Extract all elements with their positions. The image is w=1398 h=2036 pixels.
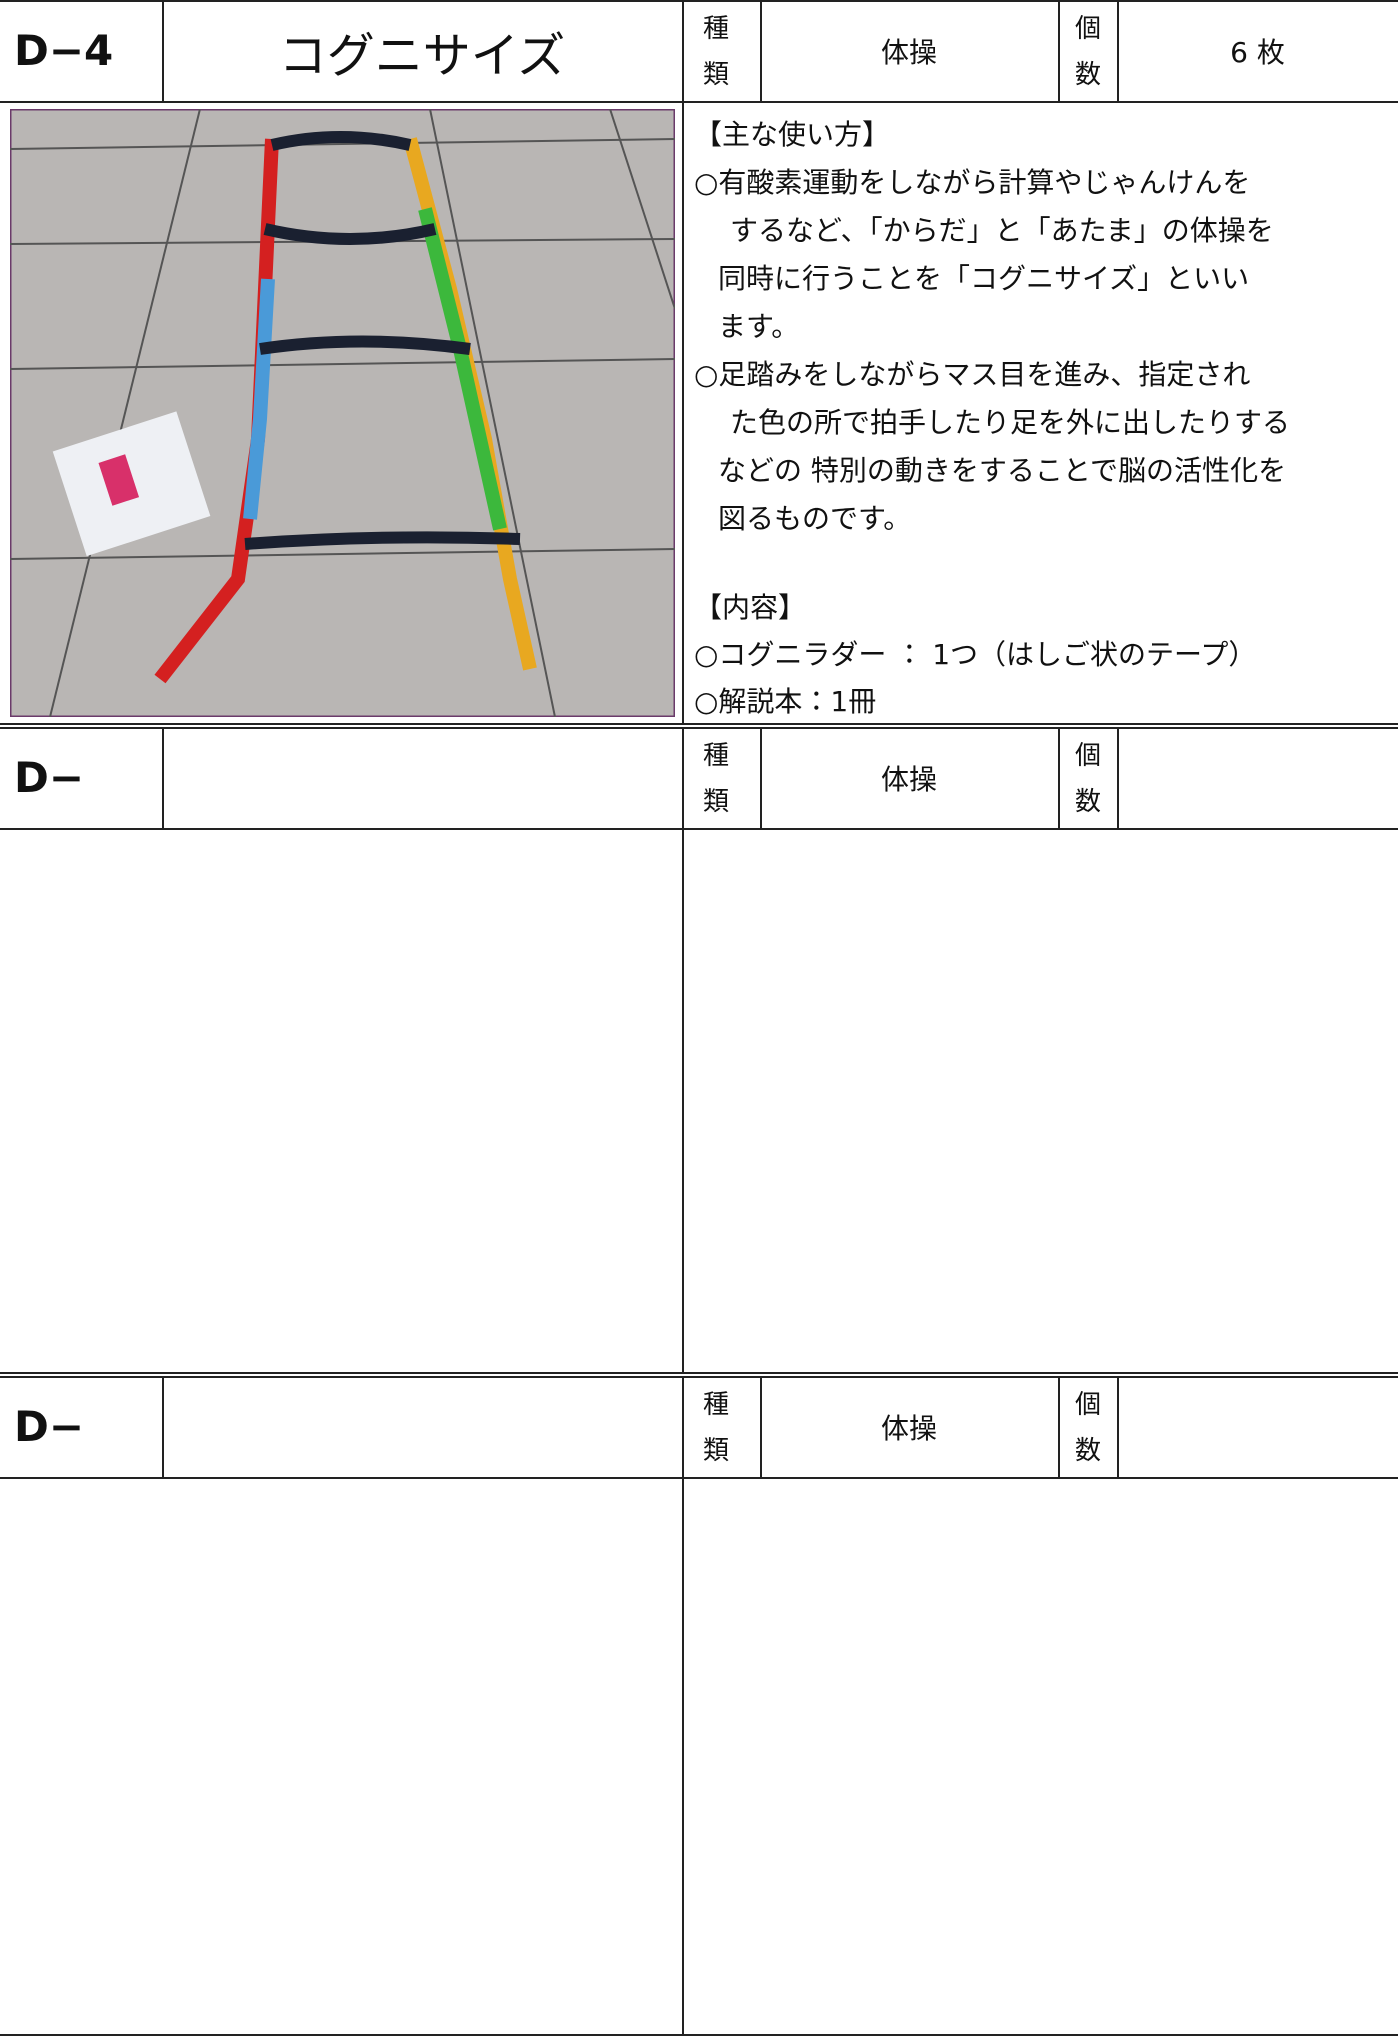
rule [0,723,1398,725]
kind-label: 種 [703,741,730,771]
count-label: 数 [1075,1436,1102,1466]
section-id: D−4 [14,26,114,75]
rule [760,727,762,828]
rule [162,1376,164,1477]
rule [0,2034,1398,2036]
rule [1117,727,1119,828]
rule [0,101,1398,103]
rule [1058,1376,1060,1477]
rule [682,0,684,101]
rule [1117,0,1119,101]
kind-label: 類 [703,787,730,817]
section-id: D− [14,1402,85,1451]
kind: 体操 [880,762,937,796]
section-id: D− [14,753,85,802]
contents-line: 【内容】 [694,591,807,624]
contents-line: ○コグニラダー ： 1つ（はしご状のテープ） [694,638,1257,671]
rule [0,828,1398,830]
rule [162,0,164,101]
rule [0,1376,1398,1378]
rule [760,0,762,101]
rule [682,1376,684,1477]
rule [682,828,684,1374]
count-label: 数 [1075,787,1102,817]
count: 6 枚 [1230,35,1285,69]
kind: 体操 [880,1411,937,1445]
rule [0,1477,1398,1479]
rule [0,1372,1398,1374]
rule [0,727,1398,729]
count-label: 個 [1075,1390,1102,1420]
rule [162,727,164,828]
usage-line: ○足踏みをしながらマス目を進み、指定され [694,358,1251,391]
usage-line: 図るものです。 [718,502,912,535]
kind-label: 種 [703,1390,730,1420]
usage-line: するなど、「からだ」と「あたま」の体操を [730,214,1274,247]
kind-label: 種 [703,14,730,44]
contents-line: ○解説本：1冊 [694,685,877,718]
rule [1058,0,1060,101]
usage-line: などの 特別の動きをすることで脳の活性化を [718,454,1287,487]
rule [682,727,684,828]
usage-line: ○有酸素運動をしながら計算やじゃんけんを [694,166,1251,199]
rule [0,0,1398,2]
photo [10,109,675,717]
usage-line: 同時に行うことを「コグニサイズ」といい [718,262,1250,295]
count-label: 個 [1075,14,1102,44]
count-label: 個 [1075,741,1102,771]
section-name: コグニサイズ [278,27,566,84]
rule [760,1376,762,1477]
kind-label: 類 [703,60,730,90]
rule [682,1477,684,2036]
kind-label: 類 [703,1436,730,1466]
usage-line: た色の所で拍手したり足を外に出したりする [730,406,1291,439]
count-label: 数 [1075,60,1102,90]
usage-line: 【主な使い方】 [694,118,891,151]
kind: 体操 [880,35,937,69]
rule [1117,1376,1119,1477]
rule [682,101,684,725]
rule [1058,727,1060,828]
usage-line: ます。 [718,310,800,343]
